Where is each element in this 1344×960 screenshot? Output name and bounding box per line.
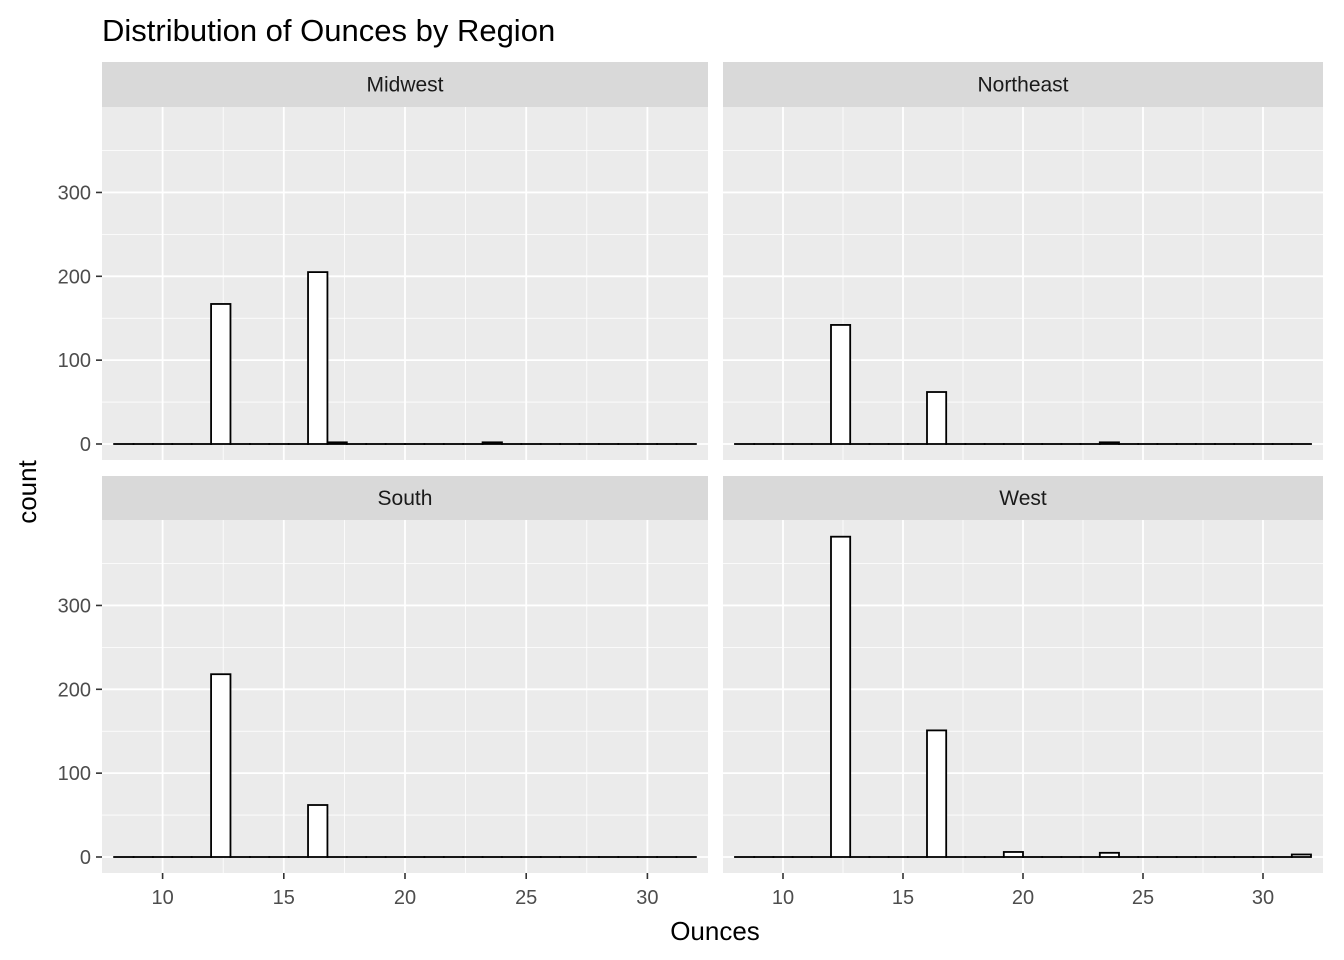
x-tick-label: 25 bbox=[515, 887, 537, 909]
histogram-bars-west bbox=[734, 535, 1312, 858]
panel-south: South 0 100 200 300 10 15 20 25 30 bbox=[58, 476, 708, 909]
strip-west bbox=[723, 476, 1323, 520]
histogram-bar bbox=[210, 303, 232, 445]
x-tick-label: 10 bbox=[151, 887, 173, 909]
histogram-bar bbox=[1098, 851, 1120, 858]
y-tick-label: 300 bbox=[58, 182, 91, 204]
facet-panels: Midwest 0 100 200 300 Northeast South 0 100 200 30… bbox=[58, 62, 1323, 909]
histogram-bars-northeast bbox=[734, 324, 1312, 445]
histogram-bar bbox=[307, 271, 329, 445]
strip-south bbox=[102, 476, 708, 520]
strip-label-south: South bbox=[378, 487, 433, 510]
x-tick-label: 20 bbox=[1012, 887, 1034, 909]
panel-west: West 10 15 20 25 30 bbox=[723, 476, 1323, 909]
strip-label-midwest: Midwest bbox=[366, 74, 443, 97]
histogram-bar bbox=[830, 324, 852, 445]
histogram-bar bbox=[1002, 851, 1024, 858]
x-tick-label: 15 bbox=[892, 887, 914, 909]
y-tick-label: 200 bbox=[58, 679, 91, 701]
panel-midwest: Midwest 0 100 200 300 bbox=[58, 62, 708, 460]
chart-title: Distribution of Ounces by Region bbox=[102, 13, 555, 48]
y-tick-label: 100 bbox=[58, 350, 91, 372]
panel-northeast: Northeast bbox=[723, 62, 1323, 460]
x-tick-label: 10 bbox=[772, 887, 794, 909]
histogram-bars-midwest bbox=[113, 271, 697, 445]
histogram-bar bbox=[210, 673, 232, 858]
y-tick-label: 0 bbox=[80, 847, 91, 869]
y-tick-label: 200 bbox=[58, 266, 91, 288]
histogram-bar bbox=[926, 729, 948, 858]
y-tick-label: 100 bbox=[58, 763, 91, 785]
histogram-bar bbox=[1290, 853, 1312, 858]
x-tick-label: 30 bbox=[636, 887, 658, 909]
x-tick-label: 20 bbox=[394, 887, 416, 909]
x-tick-label: 25 bbox=[1132, 887, 1154, 909]
y-tick-label: 300 bbox=[58, 595, 91, 617]
strip-midwest bbox=[102, 62, 708, 107]
histogram-bar bbox=[326, 441, 348, 445]
histogram-bar bbox=[307, 804, 329, 858]
histogram-bar bbox=[481, 441, 503, 445]
x-axis-title: Ounces bbox=[670, 916, 760, 946]
strip-northeast bbox=[723, 62, 1323, 107]
histogram-bars-south bbox=[113, 673, 697, 858]
x-tick-label: 15 bbox=[273, 887, 295, 909]
histogram-bar bbox=[1098, 441, 1120, 445]
histogram-bar bbox=[830, 535, 852, 858]
strip-label-west: West bbox=[999, 487, 1047, 510]
y-axis-title: count bbox=[12, 459, 42, 523]
histogram-bar bbox=[926, 391, 948, 445]
x-tick-label: 30 bbox=[1252, 887, 1274, 909]
y-tick-label: 0 bbox=[80, 434, 91, 456]
strip-label-northeast: Northeast bbox=[977, 74, 1068, 97]
